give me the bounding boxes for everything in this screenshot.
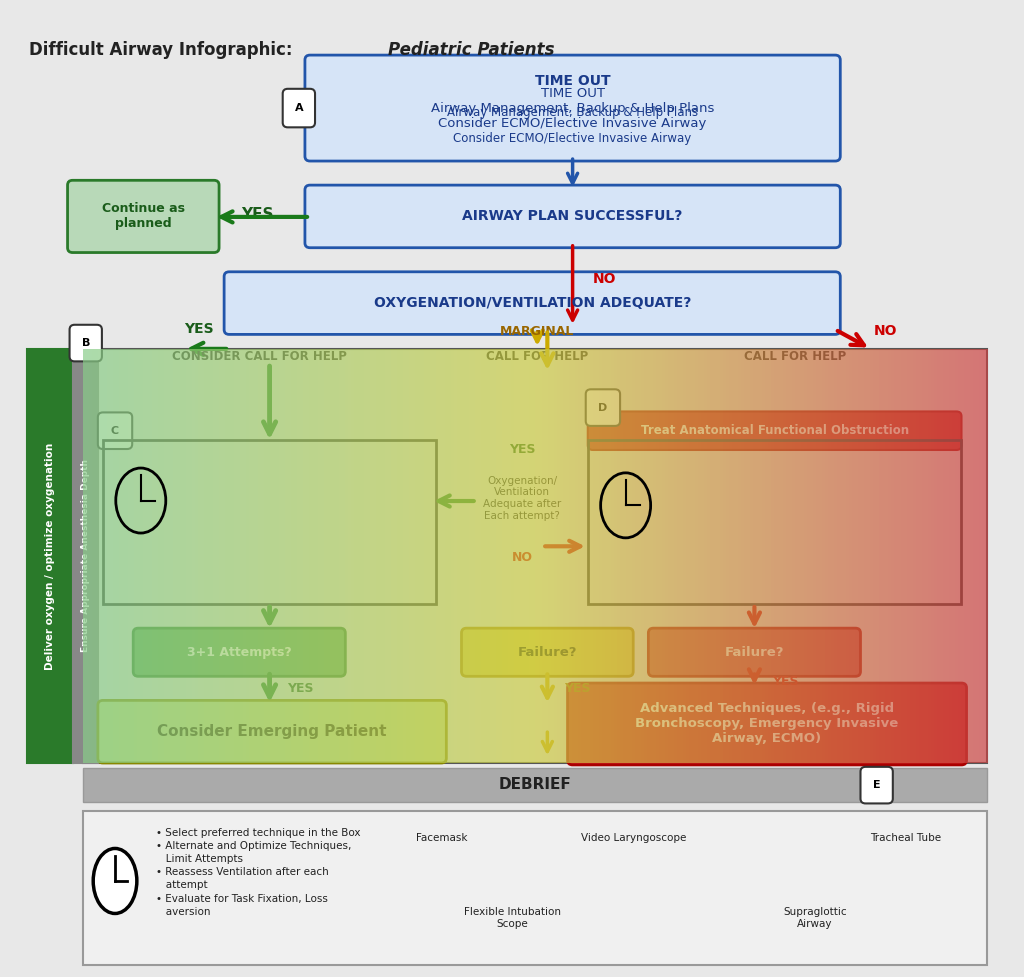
Bar	[83, 811, 987, 965]
Text: Flexible Intubation
Scope: Flexible Intubation Scope	[464, 908, 560, 929]
Bar	[28, 349, 73, 763]
FancyBboxPatch shape	[305, 185, 841, 248]
Text: DEBRIEF: DEBRIEF	[499, 777, 571, 792]
Text: Tracheal Tube: Tracheal Tube	[870, 833, 941, 843]
Text: 3+1 Attempts?: 3+1 Attempts?	[187, 646, 292, 658]
FancyBboxPatch shape	[860, 767, 893, 803]
Text: • Select preferred technique in the Box
• Alternate and Optimize Techniques,
   : • Select preferred technique in the Box …	[157, 828, 360, 916]
FancyBboxPatch shape	[462, 628, 633, 676]
FancyBboxPatch shape	[70, 324, 102, 361]
Text: Facemask: Facemask	[416, 833, 467, 843]
Text: TIME OUT
Airway Management, Backup & Help Plans
Consider ECMO/Elective Invasive : TIME OUT Airway Management, Backup & Hel…	[431, 87, 715, 130]
Text: YES: YES	[184, 322, 214, 336]
Text: Failure?: Failure?	[725, 646, 784, 658]
Text: TIME OUT: TIME OUT	[535, 74, 610, 88]
Text: Continue as
planned: Continue as planned	[101, 202, 184, 231]
Text: Consider Emerging Patient: Consider Emerging Patient	[158, 724, 387, 740]
Text: CONSIDER CALL FOR HELP: CONSIDER CALL FOR HELP	[172, 350, 347, 363]
Text: D: D	[598, 403, 607, 412]
Text: NO: NO	[593, 272, 616, 285]
Text: E: E	[872, 781, 881, 790]
FancyBboxPatch shape	[133, 628, 345, 676]
Text: YES: YES	[564, 682, 591, 696]
Bar	[83, 768, 987, 801]
FancyBboxPatch shape	[98, 412, 132, 449]
Text: Treat Anatomical Functional Obstruction: Treat Anatomical Functional Obstruction	[641, 424, 908, 438]
Text: Supraglottic
Airway: Supraglottic Airway	[783, 908, 847, 929]
Text: Ensure Appropriate Anesthesia Depth: Ensure Appropriate Anesthesia Depth	[81, 459, 90, 653]
Text: AIRWAY PLAN SUCCESSFUL?: AIRWAY PLAN SUCCESSFUL?	[463, 209, 683, 224]
FancyBboxPatch shape	[567, 683, 967, 765]
Text: B: B	[82, 338, 90, 348]
Text: YES: YES	[509, 444, 536, 456]
FancyBboxPatch shape	[68, 181, 219, 252]
Text: NO: NO	[874, 324, 897, 338]
Text: YES: YES	[242, 206, 273, 222]
Text: NO: NO	[512, 551, 532, 565]
Bar	[588, 441, 962, 604]
Text: Advanced Techniques, (e.g., Rigid
Bronchoscopy, Emergency Invasive
Airway, ECMO): Advanced Techniques, (e.g., Rigid Bronch…	[636, 702, 899, 745]
Text: YES: YES	[772, 675, 798, 688]
Bar	[83, 349, 987, 763]
Text: Deliver oxygen / optimize oxygenation: Deliver oxygen / optimize oxygenation	[45, 443, 55, 669]
Text: C: C	[111, 426, 119, 436]
FancyBboxPatch shape	[586, 389, 621, 426]
Text: Failure?: Failure?	[517, 646, 578, 658]
Text: CALL FOR HELP: CALL FOR HELP	[486, 350, 589, 363]
FancyBboxPatch shape	[224, 272, 841, 334]
FancyBboxPatch shape	[648, 628, 860, 676]
Text: Video Laryngoscope: Video Laryngoscope	[581, 833, 686, 843]
FancyBboxPatch shape	[305, 55, 841, 161]
Text: Difficult Airway Infographic:: Difficult Airway Infographic:	[29, 41, 298, 59]
Text: Consider ECMO/Elective Invasive Airway: Consider ECMO/Elective Invasive Airway	[454, 133, 692, 146]
FancyBboxPatch shape	[98, 701, 446, 763]
Text: CALL FOR HELP: CALL FOR HELP	[743, 350, 846, 363]
Text: Oxygenation/
Ventilation
Adequate after
Each attempt?: Oxygenation/ Ventilation Adequate after …	[483, 476, 561, 521]
Text: OXYGENATION/VENTILATION ADEQUATE?: OXYGENATION/VENTILATION ADEQUATE?	[374, 296, 691, 310]
Text: Pediatric Patients: Pediatric Patients	[388, 41, 554, 59]
FancyBboxPatch shape	[588, 411, 962, 450]
Bar	[73, 349, 98, 763]
Text: YES: YES	[287, 682, 313, 696]
Text: Airway Management, Backup & Help Plans: Airway Management, Backup & Help Plans	[447, 106, 698, 119]
FancyBboxPatch shape	[283, 89, 315, 127]
Text: MARGINAL: MARGINAL	[500, 325, 574, 338]
Bar	[102, 441, 436, 604]
Text: A: A	[295, 103, 303, 113]
